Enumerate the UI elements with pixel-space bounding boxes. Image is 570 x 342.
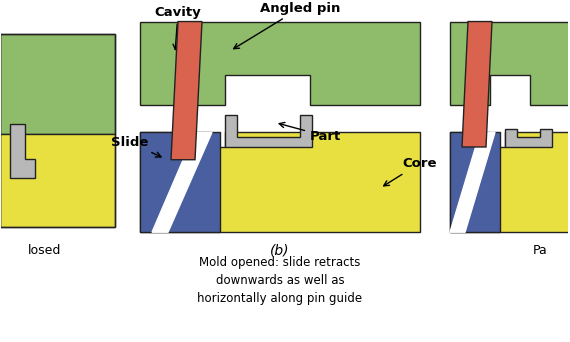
Text: Slide: Slide: [111, 135, 161, 157]
Polygon shape: [450, 132, 500, 232]
Polygon shape: [140, 132, 420, 232]
Polygon shape: [10, 124, 35, 178]
Polygon shape: [152, 132, 212, 232]
Polygon shape: [450, 132, 495, 232]
Polygon shape: [140, 22, 420, 105]
Text: losed: losed: [28, 244, 62, 257]
Text: Cavity: Cavity: [154, 5, 201, 50]
Polygon shape: [450, 22, 570, 105]
Text: Angled pin: Angled pin: [234, 2, 340, 49]
Polygon shape: [140, 132, 220, 232]
Text: (b): (b): [270, 244, 290, 258]
Polygon shape: [462, 22, 492, 147]
Polygon shape: [225, 115, 312, 147]
Text: Pa: Pa: [533, 244, 548, 257]
Text: Core: Core: [384, 157, 437, 186]
Text: Part: Part: [279, 122, 341, 143]
Bar: [0, 34, 115, 227]
Bar: [568, 7, 570, 342]
Polygon shape: [505, 129, 552, 147]
Polygon shape: [0, 34, 115, 134]
Text: Mold opened: slide retracts
downwards as well as
horizontally along pin guide: Mold opened: slide retracts downwards as…: [197, 256, 363, 305]
Polygon shape: [0, 134, 115, 227]
Polygon shape: [171, 22, 202, 160]
Polygon shape: [450, 132, 570, 232]
